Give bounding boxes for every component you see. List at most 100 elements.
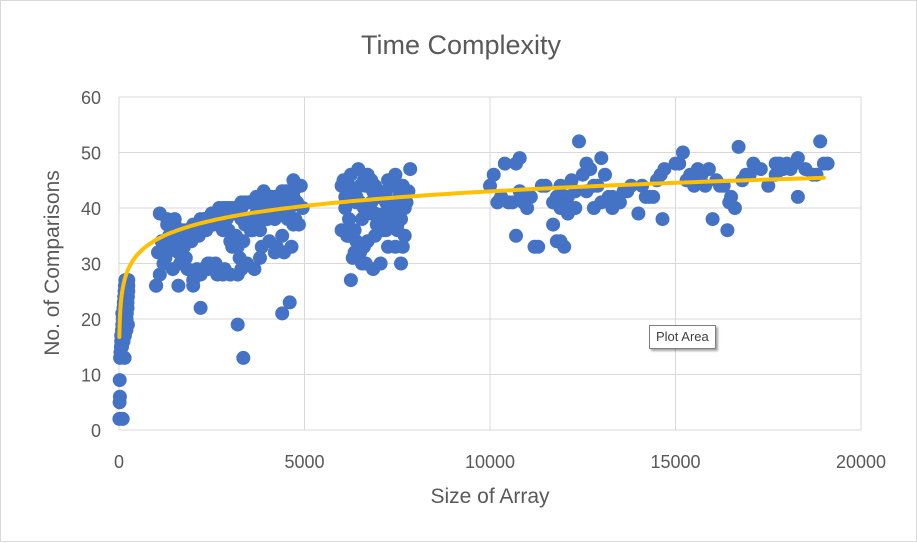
data-point[interactable]	[282, 295, 297, 310]
data-point[interactable]	[178, 250, 193, 265]
data-point[interactable]	[720, 223, 735, 238]
data-point[interactable]	[193, 300, 208, 315]
data-point[interactable]	[286, 173, 301, 188]
data-point[interactable]	[564, 173, 579, 188]
data-point[interactable]	[701, 162, 716, 177]
data-point[interactable]	[546, 217, 561, 232]
data-point[interactable]	[253, 223, 267, 238]
data-point[interactable]	[403, 162, 418, 177]
data-point[interactable]	[731, 139, 746, 154]
x-tick-label: 20000	[836, 452, 886, 472]
data-point[interactable]	[395, 239, 410, 254]
data-point[interactable]	[351, 162, 366, 177]
data-point[interactable]	[158, 250, 173, 265]
data-point[interactable]	[388, 167, 403, 182]
data-point[interactable]	[386, 201, 401, 215]
data-point[interactable]	[117, 350, 132, 365]
data-point[interactable]	[705, 212, 720, 227]
data-point[interactable]	[112, 389, 127, 404]
data-point[interactable]	[520, 201, 535, 215]
data-point[interactable]	[790, 189, 805, 204]
data-point[interactable]	[115, 411, 130, 426]
data-point[interactable]	[668, 156, 683, 171]
data-point[interactable]	[787, 156, 802, 171]
data-point[interactable]	[275, 228, 290, 243]
data-point[interactable]	[568, 201, 583, 215]
data-point[interactable]	[390, 217, 405, 232]
data-point[interactable]	[583, 162, 598, 177]
data-point[interactable]	[373, 256, 388, 271]
data-point[interactable]	[342, 212, 356, 227]
data-point[interactable]	[149, 278, 164, 293]
data-point[interactable]	[397, 228, 412, 243]
x-tick-label: 0	[114, 452, 124, 472]
data-point[interactable]	[112, 373, 127, 388]
data-point[interactable]	[152, 267, 167, 282]
data-point[interactable]	[397, 201, 412, 215]
data-points	[112, 134, 835, 426]
data-point[interactable]	[690, 162, 705, 177]
data-point[interactable]	[560, 189, 575, 204]
data-point[interactable]	[523, 189, 538, 204]
data-point[interactable]	[342, 178, 356, 193]
data-point[interactable]	[394, 178, 408, 193]
data-point[interactable]	[120, 300, 135, 315]
data-point[interactable]	[201, 256, 215, 271]
data-point[interactable]	[230, 239, 245, 254]
data-point[interactable]	[813, 134, 828, 149]
x-tick-label: 10000	[465, 452, 515, 472]
y-tick-label: 20	[81, 310, 101, 330]
data-point[interactable]	[343, 273, 358, 288]
data-point[interactable]	[486, 167, 501, 182]
data-point[interactable]	[512, 151, 527, 166]
data-point[interactable]	[501, 195, 516, 210]
data-point[interactable]	[527, 239, 542, 254]
data-point[interactable]	[186, 278, 201, 293]
data-point[interactable]	[275, 306, 290, 321]
data-point[interactable]	[189, 262, 204, 277]
data-point[interactable]	[594, 151, 609, 166]
data-point[interactable]	[236, 350, 251, 365]
data-point[interactable]	[616, 184, 631, 199]
data-point[interactable]	[230, 317, 245, 332]
tick-labels: 0 10 20 30 40 50 60 0 5000 10000 15000 20000	[81, 88, 886, 472]
data-point[interactable]	[642, 189, 657, 204]
data-point[interactable]	[247, 262, 262, 277]
data-point[interactable]	[605, 189, 620, 204]
data-point[interactable]	[816, 156, 831, 171]
data-point[interactable]	[594, 195, 609, 210]
data-point[interactable]	[284, 239, 299, 254]
y-tick-label: 40	[81, 199, 101, 219]
data-point[interactable]	[343, 223, 358, 238]
data-point[interactable]	[572, 134, 586, 149]
data-point[interactable]	[267, 245, 282, 260]
data-point[interactable]	[286, 217, 301, 232]
data-point[interactable]	[338, 201, 353, 215]
data-point[interactable]	[264, 189, 279, 204]
data-point[interactable]	[156, 239, 171, 254]
data-point[interactable]	[753, 162, 768, 177]
data-point[interactable]	[215, 223, 230, 238]
data-point[interactable]	[655, 212, 670, 227]
data-point[interactable]	[549, 189, 564, 204]
data-point[interactable]	[631, 206, 646, 221]
data-point[interactable]	[253, 250, 267, 265]
y-tick-label: 10	[81, 366, 101, 386]
data-point[interactable]	[286, 189, 301, 204]
data-point[interactable]	[553, 234, 568, 249]
data-point[interactable]	[761, 178, 776, 193]
data-point[interactable]	[553, 201, 568, 215]
data-point[interactable]	[394, 256, 408, 271]
data-point[interactable]	[509, 228, 523, 243]
data-point[interactable]	[171, 278, 186, 293]
data-point[interactable]	[230, 267, 245, 282]
data-point[interactable]	[657, 162, 672, 177]
data-point[interactable]	[722, 195, 737, 210]
data-point[interactable]	[675, 145, 690, 160]
y-tick-label: 60	[81, 88, 101, 108]
data-point[interactable]	[598, 167, 612, 182]
data-point[interactable]	[768, 156, 783, 171]
data-point[interactable]	[497, 156, 512, 171]
